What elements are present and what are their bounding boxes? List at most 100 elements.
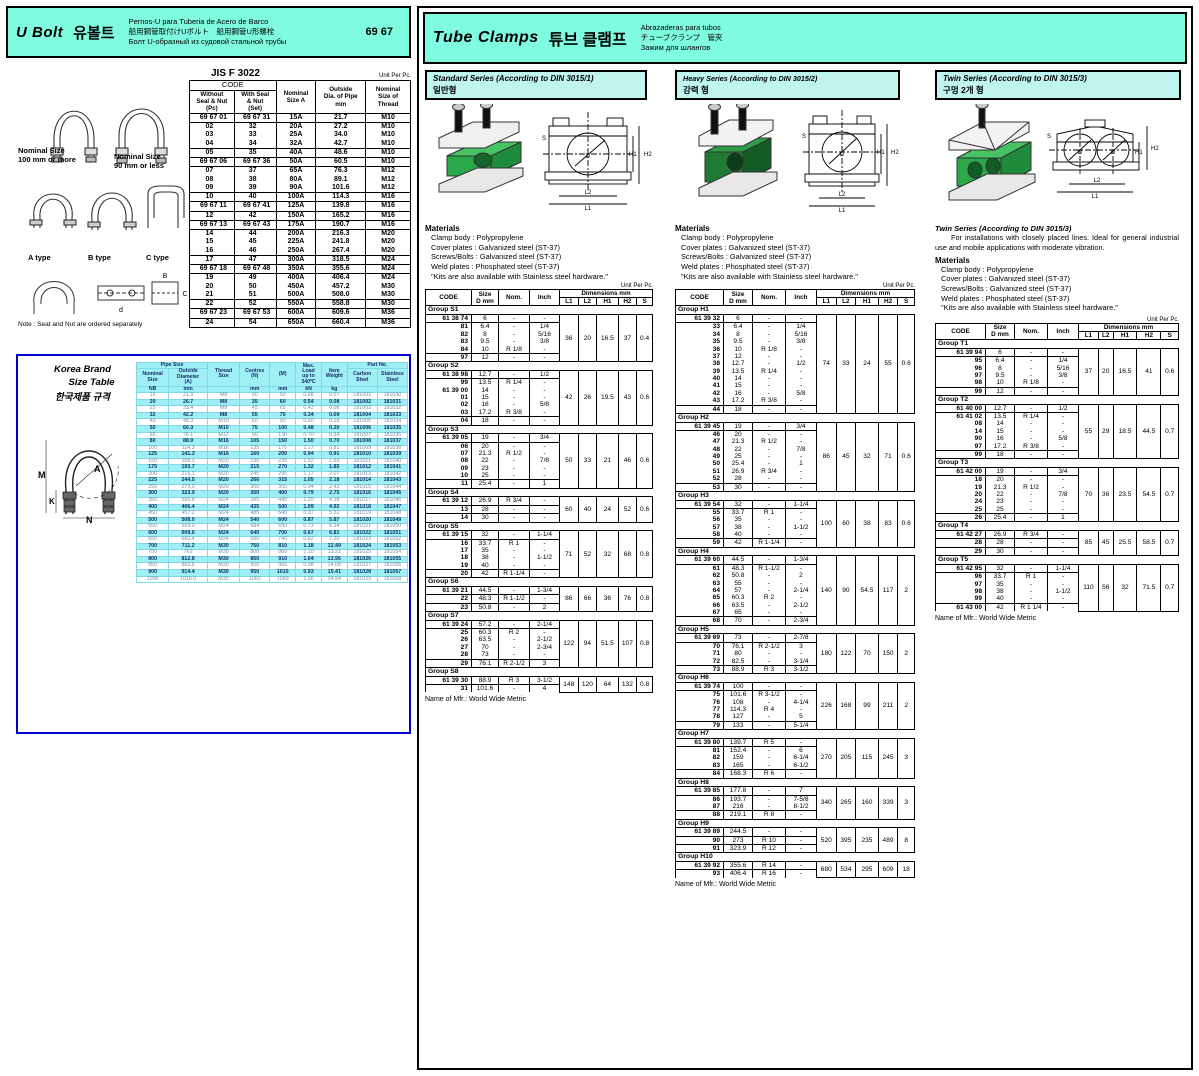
spec-inch: 1-1/4 — [529, 530, 560, 540]
jis-nominal-size: 100A — [275, 192, 317, 202]
spec-size: 19 — [723, 421, 753, 431]
spec-inch: 2-3/4 — [529, 643, 560, 652]
svg-text:H2: H2 — [644, 152, 652, 158]
standard-series-drawing: D L2 L1 H1 H2 S — [425, 104, 667, 222]
spec-row: 34 8-5/16 — [675, 330, 915, 339]
spec-h2: 52 — [617, 496, 638, 523]
jis-outside-dia: 190.7 — [315, 219, 367, 231]
spec-code: 63 — [675, 579, 724, 587]
spec-group-header-row: Group H9 — [675, 818, 915, 829]
spec-nom: - — [1014, 449, 1048, 459]
jis-nominal-size: 225A — [275, 238, 317, 247]
spec-nom: - — [752, 746, 786, 755]
spec-inch: - — [1047, 442, 1079, 451]
spec-group-header-row: Group S6 — [425, 577, 653, 587]
spec-nom: - — [752, 330, 786, 339]
spec-code: 70 — [675, 642, 724, 651]
spec-inch: 1/2 — [785, 360, 817, 368]
spec-inch: - — [529, 568, 560, 578]
korea-header-stainless: Stainless Steel — [376, 368, 409, 387]
spec-nom: - — [752, 430, 786, 439]
spec-row: 71 80- - — [675, 650, 915, 658]
jis-row: 24 54 650A 660.4 M36 — [189, 317, 411, 328]
jis-nominal-size: 400A — [275, 273, 317, 283]
spec-code: 44 — [675, 404, 724, 414]
spec-l1: 180 — [816, 633, 837, 675]
jis-outside-dia: 457.2 — [315, 282, 367, 291]
spec-row: 83 165-6-1/2 — [675, 761, 915, 770]
svg-text:S: S — [1047, 134, 1051, 140]
spec-inch: 1 — [529, 479, 560, 489]
spec-nom: - — [1014, 386, 1048, 396]
spec-code: 97 — [935, 371, 986, 380]
spec-nom: - — [752, 795, 786, 803]
spec-row: 99 40- - — [935, 595, 1179, 604]
jis-row: 19 49 400A 406.4 M24 — [189, 273, 411, 283]
spec-nom: - — [752, 713, 786, 722]
spec-row: 97 17.2 R 3/8- — [935, 442, 1179, 451]
spec-nom: - — [1014, 595, 1048, 604]
spec-group-name: Group S1 — [425, 305, 653, 316]
jis-row: 21 51 500A 508.0 M30 — [189, 290, 411, 300]
spec-code: 38 — [675, 360, 724, 368]
spec-row: 98 10 R 1/8- — [935, 379, 1179, 388]
spec-code: 83 — [675, 761, 724, 770]
jis-nominal-size: 150A — [275, 210, 317, 221]
spec-size: 28 — [471, 505, 499, 514]
spec-size: 22 — [985, 490, 1015, 499]
spec-row: 96 33.7 R 1- — [935, 572, 1179, 581]
spec-inch: - — [1047, 386, 1079, 396]
twn-th-s: S — [1160, 330, 1179, 341]
spec-size: 73 — [471, 651, 499, 660]
spec-nom: - — [752, 698, 786, 706]
spec-code: 26 — [935, 513, 986, 522]
spec-code: 08 — [425, 457, 472, 465]
spec-size: 177.8 — [723, 786, 753, 796]
jis-thread: M36 — [365, 308, 411, 319]
tube-clamps-title-korean: 튜브 클램프 — [548, 32, 627, 49]
spec-inch: - — [785, 314, 817, 324]
spec-l1: 226 — [816, 681, 837, 731]
spec-code: 88 — [675, 810, 724, 820]
standard-mat-0: Clamp body : Polypropylene — [431, 233, 524, 242]
svg-text:D: D — [1078, 150, 1083, 156]
spec-row: 20 42 R 1-1/4- — [425, 568, 653, 578]
spec-size: 82.5 — [723, 657, 753, 666]
spec-code: 61 40 00 — [935, 403, 986, 414]
spec-inch: 5/16 — [529, 330, 560, 339]
svg-text:H1: H1 — [629, 152, 637, 158]
korea-cell: 1000 — [135, 575, 170, 584]
spec-nom: R 1/8 — [752, 345, 786, 353]
spec-inch: 3/4 — [529, 433, 560, 443]
spec-inch: - — [785, 861, 817, 871]
spec-size: 35 — [723, 516, 753, 524]
spec-row: 93 406.4 R 16- — [675, 869, 915, 878]
jis-row: 03 33 25A 34.0 M10 — [189, 131, 411, 140]
spec-s: 2 — [897, 555, 915, 626]
spec-inch: 2-7/8 — [785, 633, 817, 643]
spec-code: 84 — [425, 345, 472, 354]
korea-table-row: 450 457.2 M24 485 540 0.97 5.32 181019 181048 — [135, 510, 409, 518]
spec-row: 36 10 R 1/8- — [675, 345, 915, 353]
spec-row: 23 50.8-2 — [425, 602, 653, 612]
spec-row: 82 159-6-1/4 — [675, 754, 915, 762]
spec-nom: R 1 — [752, 508, 786, 517]
spec-code: 68 — [675, 616, 724, 626]
spec-s: 0.6 — [636, 369, 653, 426]
spec-nom: - — [752, 375, 786, 383]
spec-h2: 132 — [617, 675, 638, 693]
spec-code: 46 — [675, 430, 724, 439]
spec-row: 61 39 05 19-3/4 50 33 21 46 0.6 — [425, 433, 653, 489]
std-th-l2: L2 — [577, 297, 598, 307]
korea-table-row: 750 762 M30 800 860 1.10 13.22 181025 181054 — [135, 549, 409, 557]
korea-table-row: 650 660.4 M24 690 740 0.62 7.20 181023 181052 — [135, 536, 409, 544]
spec-inch: - — [785, 438, 817, 446]
spec-code: 59 — [675, 538, 724, 548]
spec-row: 29 30- - — [935, 546, 1179, 556]
spec-inch: - — [529, 561, 560, 570]
standard-mfr: Name of Mfr.: World Wide Metric — [425, 695, 527, 703]
spec-nom: R 3-1/2 — [752, 690, 786, 699]
spec-nom: R 1-1/2 — [498, 594, 530, 604]
spec-code: 72 — [675, 657, 724, 666]
spec-group-name: Group S2 — [425, 361, 653, 371]
